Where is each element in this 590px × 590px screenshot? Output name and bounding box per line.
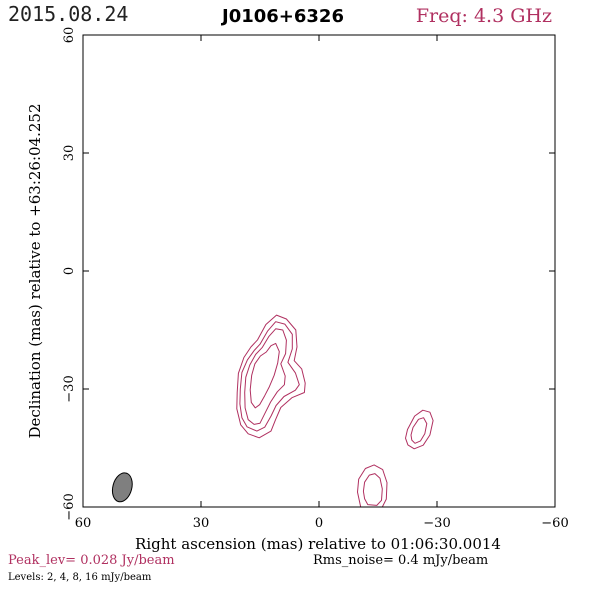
contour-core-4mjy <box>239 321 300 432</box>
x-tick-label: 60 <box>75 516 92 531</box>
y-tick-label: 60 <box>62 27 77 44</box>
contour-core-16mjy <box>249 342 280 409</box>
contour-core-2mjy <box>236 314 306 439</box>
contour-knot-b-2mjy <box>357 464 388 507</box>
y-axis-label: Declination (mas) relative to +63:26:04.… <box>26 103 44 439</box>
x-axis-label: Right ascension (mas) relative to 01:06:… <box>135 535 501 553</box>
peak-level-label: Peak_lev= 0.028 Jy/beam <box>8 553 175 568</box>
rms-noise-label: Rms_noise= 0.4 mJy/beam <box>313 553 489 568</box>
x-tick-label: 30 <box>193 516 210 531</box>
x-tick-label: 0 <box>315 516 323 531</box>
y-tick-label: 30 <box>62 145 77 162</box>
y-tick-label: −30 <box>62 375 77 402</box>
plot-frame <box>82 34 556 508</box>
source-name: J0106+6326 <box>222 6 344 27</box>
x-tick-label: −60 <box>541 516 568 531</box>
contour-levels-label: Levels: 2, 4, 8, 16 mJy/beam <box>8 572 152 583</box>
contour-core-8mjy <box>244 328 287 425</box>
contour-layer <box>236 314 434 507</box>
contour-knot-a-4mjy <box>410 417 428 444</box>
contour-knot-b-4mjy <box>362 473 383 506</box>
y-tick-label: 0 <box>62 267 77 275</box>
frequency-label: Freq: 4.3 GHz <box>415 5 552 27</box>
date-label: 2015.08.24 <box>8 2 129 26</box>
x-tick-label: −30 <box>423 516 450 531</box>
beam-ellipse <box>111 472 133 503</box>
contour-knot-a-2mjy <box>405 409 434 450</box>
tick-layer <box>82 34 556 508</box>
y-tick-label: −60 <box>62 493 77 520</box>
